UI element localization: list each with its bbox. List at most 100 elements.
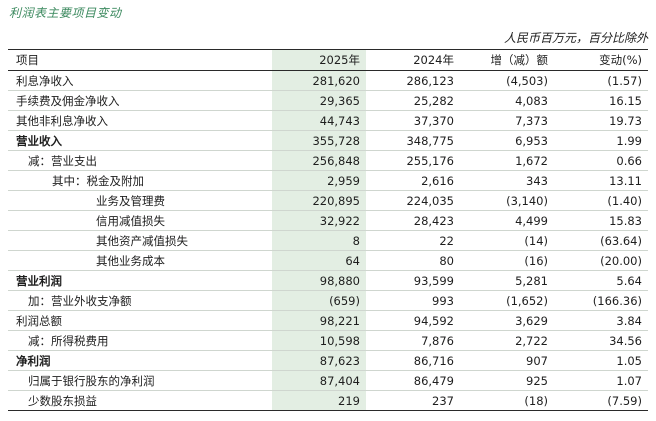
value-change: 7,373 [460, 110, 554, 131]
row-label: 减：所得税费用 [8, 330, 272, 351]
table-row: 信用减值损失 32,922 28,423 4,499 15.83 [8, 210, 648, 231]
value-2025: 44,743 [272, 110, 366, 131]
header-item: 项目 [8, 49, 272, 71]
value-2024: 37,370 [366, 110, 460, 131]
section-title: 利润表主要项目变动 [9, 6, 122, 20]
value-change: (14) [460, 230, 554, 251]
value-change: 6,953 [460, 130, 554, 151]
table-row: 营业收入 355,728 348,775 6,953 1.99 [8, 130, 648, 151]
value-pct: 3.84 [554, 310, 648, 331]
value-2024: 993 [366, 290, 460, 311]
row-label: 其中：税金及附加 [8, 170, 272, 191]
row-label: 减：营业支出 [8, 150, 272, 171]
value-change: 1,672 [460, 150, 554, 171]
value-pct: (1.40) [554, 190, 648, 211]
value-change: (3,140) [460, 190, 554, 211]
value-2024: 25,282 [366, 90, 460, 111]
value-2025: 29,365 [272, 90, 366, 111]
unit-note: 人民币百万元，百分比除外 [503, 31, 648, 45]
table-row: 减：所得税费用 10,598 7,876 2,722 34.56 [8, 330, 648, 351]
header-2024: 2024年 [366, 49, 460, 71]
row-label: 其他资产减值损失 [8, 230, 272, 251]
row-label: 其他非利息净收入 [8, 110, 272, 131]
row-label: 加：营业外收支净额 [8, 290, 272, 311]
value-change: (1,652) [460, 290, 554, 311]
value-2024: 255,176 [366, 150, 460, 171]
value-2025: 220,895 [272, 190, 366, 211]
row-label: 利润总额 [8, 310, 272, 331]
row-label: 业务及管理费 [8, 190, 272, 211]
value-change: 4,499 [460, 210, 554, 231]
table-row: 净利润 87,623 86,716 907 1.05 [8, 350, 648, 371]
value-pct: (1.57) [554, 70, 648, 91]
row-label: 其他业务成本 [8, 250, 272, 271]
value-change: 4,083 [460, 90, 554, 111]
value-2024: 2,616 [366, 170, 460, 191]
value-pct: 19.73 [554, 110, 648, 131]
value-pct: 16.15 [554, 90, 648, 111]
table-row: 少数股东损益 219 237 (18) (7.59) [8, 390, 648, 411]
row-label: 手续费及佣金净收入 [8, 90, 272, 111]
table-row: 业务及管理费 220,895 224,035 (3,140) (1.40) [8, 190, 648, 211]
value-change: 907 [460, 350, 554, 371]
value-pct: (166.36) [554, 290, 648, 311]
value-2025: 98,221 [272, 310, 366, 331]
header-pct: 变动(%) [554, 49, 648, 71]
row-label: 归属于银行股东的净利润 [8, 370, 272, 391]
value-2025: 87,404 [272, 370, 366, 391]
value-2024: 80 [366, 250, 460, 271]
value-pct: 5.64 [554, 270, 648, 291]
row-label: 信用减值损失 [8, 210, 272, 231]
value-change: 2,722 [460, 330, 554, 351]
value-pct: (7.59) [554, 390, 648, 411]
value-pct: 34.56 [554, 330, 648, 351]
value-pct: 1.05 [554, 350, 648, 371]
value-2024: 224,035 [366, 190, 460, 211]
table-header-row: 项目 2025年 2024年 增（减）额 变动(%) [8, 49, 648, 71]
value-2024: 93,599 [366, 270, 460, 291]
table-row: 其他资产减值损失 8 22 (14) (63.64) [8, 230, 648, 251]
value-change: 5,281 [460, 270, 554, 291]
value-change: (18) [460, 390, 554, 411]
value-2024: 348,775 [366, 130, 460, 151]
row-label: 少数股东损益 [8, 390, 272, 411]
table-row: 利息净收入 281,620 286,123 (4,503) (1.57) [8, 70, 648, 91]
value-2025: 87,623 [272, 350, 366, 371]
value-pct: 0.66 [554, 150, 648, 171]
value-change: 343 [460, 170, 554, 191]
value-change: (4,503) [460, 70, 554, 91]
value-2025: 98,880 [272, 270, 366, 291]
value-pct: (63.64) [554, 230, 648, 251]
value-change: (16) [460, 250, 554, 271]
value-pct: 13.11 [554, 170, 648, 191]
table-body: 利息净收入 281,620 286,123 (4,503) (1.57) 手续费及佣金净收… [8, 70, 648, 411]
table-row: 其他非利息净收入 44,743 37,370 7,373 19.73 [8, 110, 648, 131]
value-pct: 15.83 [554, 210, 648, 231]
value-2025: 64 [272, 250, 366, 271]
value-2024: 22 [366, 230, 460, 251]
header-change: 增（减）额 [460, 49, 554, 71]
value-pct: 1.07 [554, 370, 648, 391]
value-2025: (659) [272, 290, 366, 311]
header-2025: 2025年 [272, 49, 366, 71]
value-2024: 237 [366, 390, 460, 411]
table-row: 营业利润 98,880 93,599 5,281 5.64 [8, 270, 648, 291]
table-row: 其中：税金及附加 2,959 2,616 343 13.11 [8, 170, 648, 191]
value-2024: 7,876 [366, 330, 460, 351]
value-pct: 1.99 [554, 130, 648, 151]
value-2025: 281,620 [272, 70, 366, 91]
value-2025: 355,728 [272, 130, 366, 151]
value-pct: (20.00) [554, 250, 648, 271]
row-label: 营业利润 [8, 270, 272, 291]
value-2024: 28,423 [366, 210, 460, 231]
table-row: 归属于银行股东的净利润 87,404 86,479 925 1.07 [8, 370, 648, 391]
value-2025: 32,922 [272, 210, 366, 231]
value-2025: 8 [272, 230, 366, 251]
value-2025: 256,848 [272, 150, 366, 171]
table-row: 减：营业支出 256,848 255,176 1,672 0.66 [8, 150, 648, 171]
value-change: 3,629 [460, 310, 554, 331]
row-label: 营业收入 [8, 130, 272, 151]
table-row: 利润总额 98,221 94,592 3,629 3.84 [8, 310, 648, 331]
value-2024: 94,592 [366, 310, 460, 331]
